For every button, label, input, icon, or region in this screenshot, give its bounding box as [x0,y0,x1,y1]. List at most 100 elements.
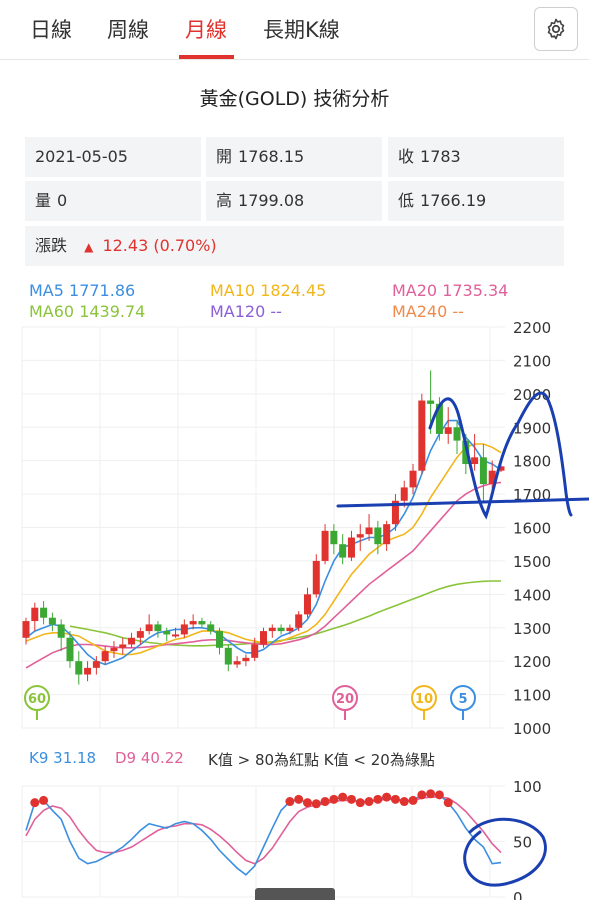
overbought-dot [417,790,427,800]
y-tick-label: 1400 [513,586,551,604]
ma60-line [69,580,501,647]
tab-daily[interactable]: 日線 [30,18,72,42]
overbought-dot [30,798,40,808]
candle [224,647,232,665]
volume-value: 0 [57,191,68,210]
candle [268,627,276,632]
low-value: 1766.19 [420,191,487,210]
change-cell: 漲跌 ▲ 12.43 (0.70%) [25,226,564,266]
candle [163,631,171,635]
candle [233,661,241,665]
volume-label: 量 [35,191,52,210]
overbought-dot [426,789,436,799]
period-tabs: 日線 周線 月線 長期K線 [0,0,589,60]
ink-circle-annotation [463,817,547,887]
candle [66,637,74,662]
candle [453,427,461,441]
candle [418,400,426,471]
y-tick-label: 1500 [513,553,551,571]
kd-note: K值 > 80為紅點 K值 < 20為綠點 [208,751,435,769]
change-value: 12.43 (0.70%) [102,236,217,255]
candle [427,400,435,404]
overbought-dot [355,798,365,808]
tab-weekly[interactable]: 周線 [107,18,149,42]
candle [471,457,479,465]
overbought-dot [302,798,312,808]
scroll-handle[interactable] [255,888,335,900]
low-label: 低 [398,191,415,210]
ma120-legend: MA120 -- [210,302,282,321]
ma-badge-label: 10 [415,692,433,707]
overbought-dot [373,794,383,804]
low-cell: 低 1766.19 [388,181,564,221]
overbought-dot [285,797,295,807]
candle [92,661,100,668]
open-value: 1768.15 [238,147,305,166]
ma-badge-label: 60 [28,692,46,707]
y-tick-label: 1600 [513,520,551,538]
candle [251,644,259,658]
candle [330,530,338,545]
overbought-dot [443,798,453,808]
candle [57,624,65,638]
overbought-dot [390,794,400,804]
y-tick-label: 100 [513,778,542,796]
close-label: 收 [398,147,415,166]
candle [409,470,417,488]
candle [198,621,206,625]
y-tick-label: 1800 [513,453,551,471]
page-title: 黃金(GOLD) 技術分析 [199,88,390,110]
candle [172,634,180,637]
candle [347,537,355,558]
y-tick-label: 2100 [513,352,551,370]
candle [110,647,118,652]
kd-chart: 100 50 0 [21,778,547,900]
candle [339,544,347,558]
candle [48,617,56,625]
candle [242,657,250,662]
d9-line [25,796,502,865]
candle [286,627,294,632]
candle [84,667,92,675]
candle [400,487,408,501]
k9-line [25,792,502,876]
tab-monthly[interactable]: 月線 [185,18,227,42]
high-cell: 高 1799.08 [206,181,382,221]
y-tick-label: 2200 [513,319,551,337]
overbought-dot [320,797,330,807]
candle [207,624,215,632]
candle [189,621,197,625]
candle [497,466,505,471]
candle [435,403,443,434]
candle [462,440,470,465]
overbought-dot [338,792,348,802]
date-value: 2021-05-05 [35,147,128,166]
candle [119,644,127,648]
y-tick-label: 2000 [513,386,551,404]
candle [136,631,144,638]
candle [374,527,382,545]
candle [101,651,109,662]
overbought-dot [408,795,418,805]
ink-pattern-sketch [428,391,573,520]
candle [31,607,39,622]
price-chart: 2200210020001900180017001600150014001300… [21,319,589,738]
y-tick-label: 1100 [513,687,551,705]
y-tick-label: 1000 [513,720,551,738]
tab-long-term[interactable]: 長期K線 [263,18,340,42]
candle [444,427,452,434]
candle [321,530,329,561]
candle [145,624,153,632]
date-cell: 2021-05-05 [25,137,201,177]
open-label: 開 [216,147,233,166]
overbought-dot [399,797,409,807]
ma10-legend: MA10 1824.45 [210,281,327,300]
close-cell: 收 1783 [388,137,564,177]
candle [128,637,136,645]
overbought-dot [364,797,374,807]
settings-button[interactable] [534,7,578,51]
overbought-dot [311,799,321,809]
high-value: 1799.08 [238,191,305,210]
close-value: 1783 [420,147,461,166]
